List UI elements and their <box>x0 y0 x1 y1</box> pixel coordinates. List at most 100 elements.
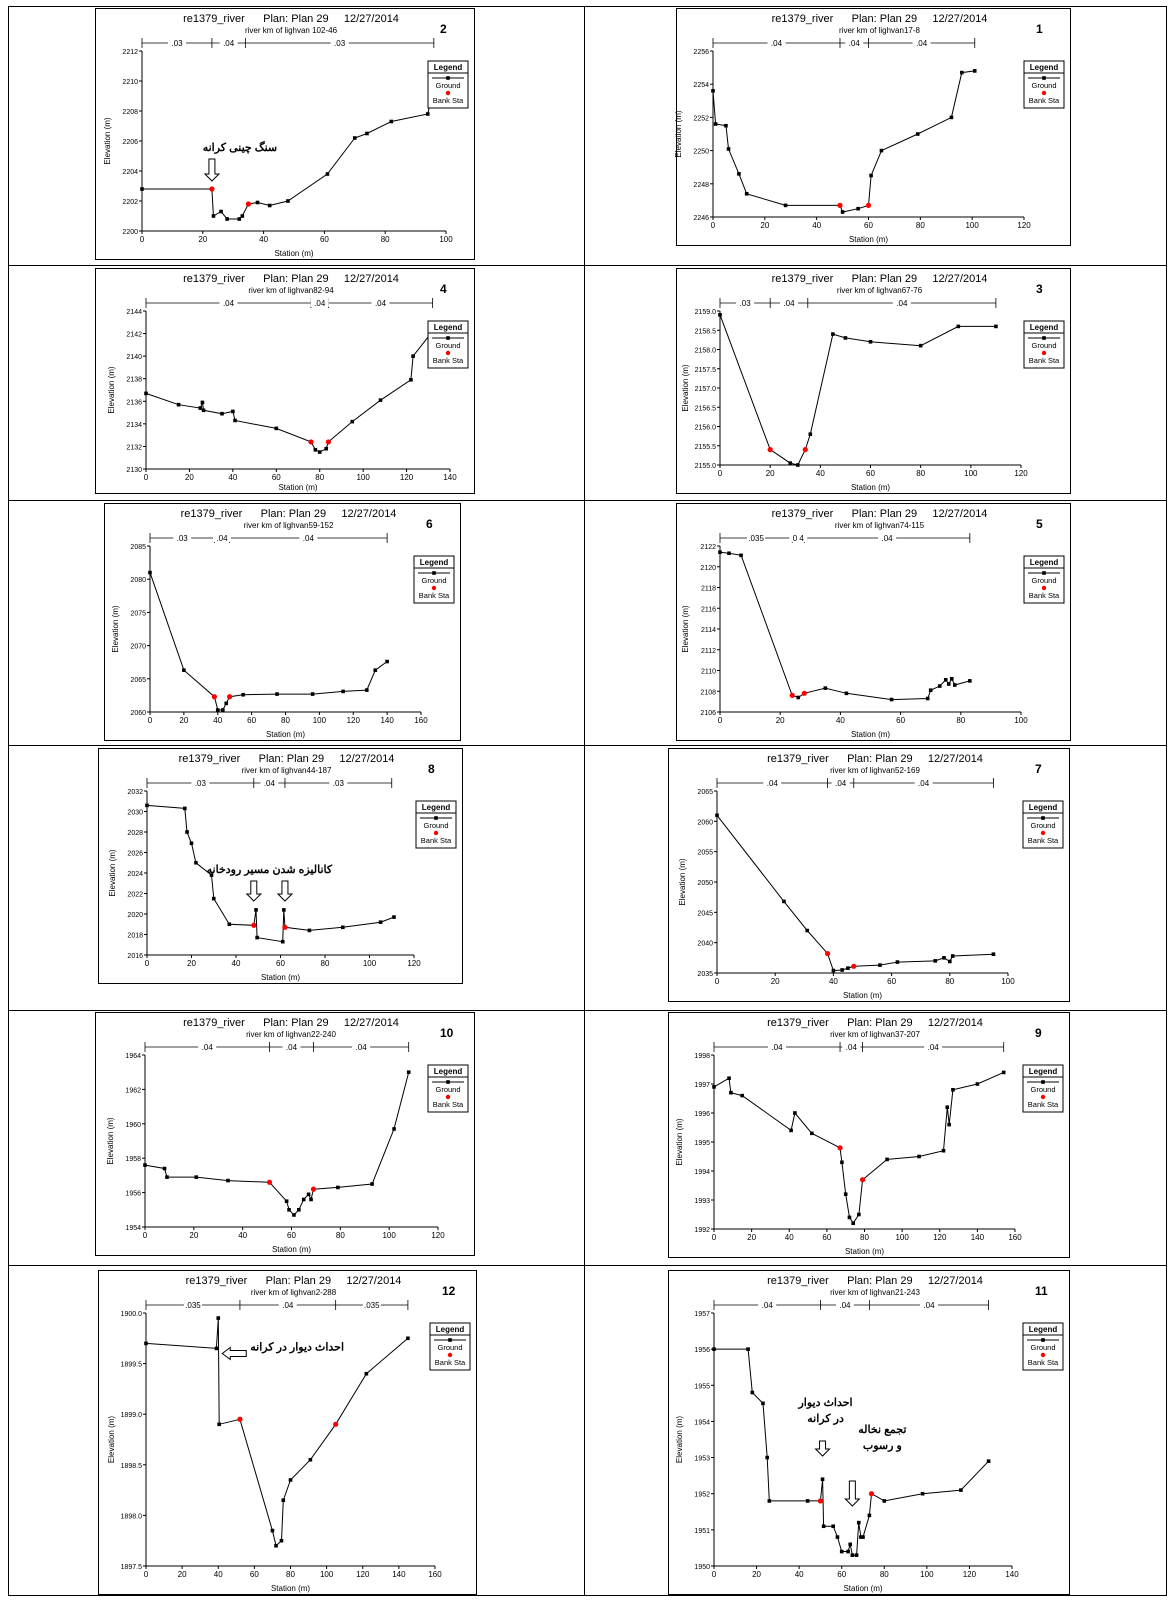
ground-point <box>144 1341 148 1346</box>
bank-station-point <box>801 690 807 696</box>
x-tick-label: 120 <box>407 959 421 968</box>
mannings-label: .04 <box>303 534 315 543</box>
ground-point <box>945 1105 950 1109</box>
panel-number: 6 <box>426 517 433 531</box>
ground-point <box>975 1082 980 1086</box>
y-tick-label: 2252 <box>693 115 709 122</box>
y-tick-label: 2120 <box>700 565 716 572</box>
x-tick-label: 60 <box>864 221 873 230</box>
ground-point <box>915 132 920 136</box>
ground-point <box>201 408 206 413</box>
legend-ground-marker <box>434 816 438 820</box>
ground-point <box>308 1457 313 1462</box>
bank-station-point <box>851 963 857 969</box>
legend-bank-marker <box>433 830 439 836</box>
ground-point <box>788 461 793 465</box>
ground-point <box>948 959 952 964</box>
x-tick-label: 40 <box>816 469 825 478</box>
x-tick-label: 60 <box>822 1233 831 1242</box>
mannings-label: .04 <box>356 1043 368 1052</box>
legend-ground-label: Ground <box>437 1343 462 1352</box>
ground-line <box>144 1072 410 1216</box>
chart-title: re1379_river Plan: Plan 29 12/27/2014 <box>767 753 983 765</box>
legend: Legend Ground Bank Sta <box>427 320 469 369</box>
ground-point <box>861 1535 865 1539</box>
mannings-label: .04 <box>223 299 235 308</box>
x-tick-label: 160 <box>1008 1233 1022 1242</box>
y-tick-label: 1993 <box>694 1198 710 1205</box>
ground-point <box>942 956 946 960</box>
y-tick-label: 2134 <box>126 422 142 429</box>
legend-title: Legend <box>434 1067 463 1076</box>
legend: Legend Ground Bank Sta <box>413 555 455 604</box>
bank-station-point <box>802 447 808 453</box>
ground-point <box>165 1175 169 1179</box>
legend: Legend Ground Bank Sta <box>427 60 469 109</box>
ground-point <box>341 689 345 694</box>
chart-svg: re1379_river Plan: Plan 29 12/27/2014riv… <box>681 508 1065 739</box>
chart-title: re1379_river Plan: Plan 29 12/27/2014 <box>183 1017 399 1029</box>
x-tick-label: 60 <box>837 1570 846 1579</box>
chart-title: re1379_river Plan: Plan 29 12/27/2014 <box>767 1275 983 1287</box>
ground-point <box>310 692 315 696</box>
mannings-label-bg <box>758 1300 777 1309</box>
y-tick-label: 2040 <box>697 941 713 948</box>
x-tick-label: 100 <box>439 235 453 244</box>
y-tick-label: 1950 <box>694 1564 710 1571</box>
legend: Legend Ground Bank Sta <box>1023 555 1065 604</box>
y-axis-label: Elevation (m) <box>681 605 690 652</box>
mannings-label: .04 <box>923 1301 935 1310</box>
x-tick-label: 140 <box>392 1570 406 1579</box>
bank-station-point <box>237 1416 243 1422</box>
bank-station-point <box>282 924 288 930</box>
ground-point <box>309 1197 313 1202</box>
x-tick-label: 0 <box>145 959 150 968</box>
legend-ground-marker <box>1041 816 1045 820</box>
ground-point <box>843 336 848 340</box>
ground-point <box>960 70 964 75</box>
x-axis-label: Station (m) <box>274 249 313 258</box>
mannings-label: .03 <box>177 534 189 543</box>
y-axis-label: Elevation (m) <box>681 364 690 411</box>
legend: Legend Ground Bank Sta <box>1022 1064 1064 1113</box>
ground-point <box>392 915 396 919</box>
y-tick-label: 2158.0 <box>695 348 717 355</box>
ground-point <box>994 324 998 329</box>
y-tick-label: 2108 <box>700 689 716 696</box>
ground-point <box>209 873 214 877</box>
legend-bank-label: Bank Sta <box>1029 591 1060 600</box>
legend-title: Legend <box>434 323 463 332</box>
annotation-label: کانالیزه شدن مسیر رودخانه <box>207 864 333 876</box>
ground-point <box>846 966 850 970</box>
ground-point <box>740 1093 745 1098</box>
legend-ground-label: Ground <box>435 1085 460 1094</box>
mannings-label: .04 <box>314 299 326 308</box>
chart-title: re1379_river Plan: Plan 29 12/27/2014 <box>772 508 988 520</box>
x-tick-label: 20 <box>198 235 207 244</box>
legend: Legend Ground Bank Sta <box>1023 320 1065 369</box>
x-tick-label: 120 <box>1017 221 1031 230</box>
ground-point <box>378 920 383 924</box>
x-tick-label: 0 <box>718 716 723 725</box>
ground-point <box>713 122 718 126</box>
y-tick-label: 1996 <box>694 1111 710 1118</box>
x-tick-label: 80 <box>381 235 390 244</box>
ground-point <box>255 935 259 940</box>
ground-point <box>301 1197 306 1202</box>
table-rule <box>8 6 9 1596</box>
legend-title: Legend <box>434 63 463 72</box>
mannings-label-bg <box>845 38 864 47</box>
ground-point <box>211 896 216 901</box>
ground-point <box>727 1076 731 1080</box>
ground-point <box>365 688 369 692</box>
bank-station-point <box>251 922 257 928</box>
legend-bank-label: Bank Sta <box>1028 836 1059 845</box>
ground-point <box>364 1371 369 1376</box>
y-tick-label: 2130 <box>126 467 142 474</box>
chart-subtitle: river km of lighvan44-187 <box>242 766 332 775</box>
legend-title: Legend <box>436 1325 465 1334</box>
mannings-label-bg <box>767 38 786 47</box>
legend-bank-label: Bank Sta <box>433 356 464 365</box>
legend-ground-marker <box>1041 1080 1045 1084</box>
annotation-label: و رسوب <box>863 1440 902 1452</box>
